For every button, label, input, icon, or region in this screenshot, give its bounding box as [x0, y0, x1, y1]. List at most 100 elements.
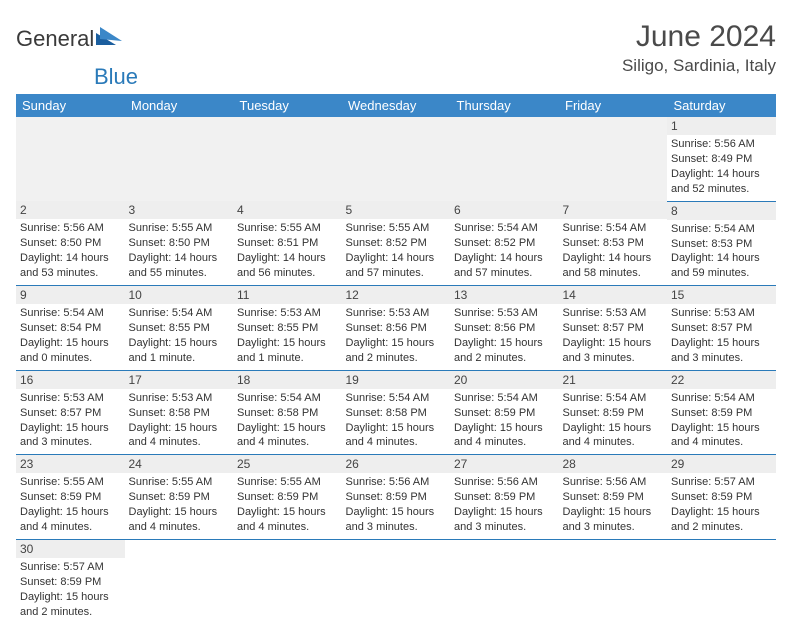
day-number: 14: [559, 286, 668, 304]
calendar-day-cell: [233, 117, 342, 201]
day-number: 18: [233, 371, 342, 389]
day-number: 10: [125, 286, 234, 304]
day-number: 5: [342, 201, 451, 219]
day-details: Sunrise: 5:54 AMSunset: 8:59 PMDaylight:…: [671, 391, 772, 450]
day-details: Sunrise: 5:54 AMSunset: 8:53 PMDaylight:…: [563, 221, 664, 280]
calendar-day-cell: 24 Sunrise: 5:55 AMSunset: 8:59 PMDayligh…: [125, 455, 234, 540]
day-details: Sunrise: 5:54 AMSunset: 8:55 PMDaylight:…: [129, 306, 230, 365]
calendar-day-cell: [559, 539, 668, 623]
calendar-day-cell: 6 Sunrise: 5:54 AMSunset: 8:52 PMDaylight…: [450, 201, 559, 286]
day-details: Sunrise: 5:57 AMSunset: 8:59 PMDaylight:…: [20, 560, 121, 619]
calendar-week-row: 30 Sunrise: 5:57 AMSunset: 8:59 PMDayligh…: [16, 539, 776, 623]
calendar-day-cell: 19Sunrise: 5:54 AMSunset: 8:58 PMDayligh…: [342, 370, 451, 455]
day-number: 29: [667, 455, 776, 473]
day-number: 23: [16, 455, 125, 473]
day-details: Sunrise: 5:54 AMSunset: 8:58 PMDaylight:…: [237, 391, 338, 450]
day-number: 15: [667, 286, 776, 304]
day-number: 21: [559, 371, 668, 389]
calendar-day-cell: 9 Sunrise: 5:54 AMSunset: 8:54 PMDaylight…: [16, 286, 125, 371]
calendar-day-cell: [125, 539, 234, 623]
calendar-week-row: 23Sunrise: 5:55 AMSunset: 8:59 PMDayligh…: [16, 455, 776, 540]
calendar-day-cell: 12 Sunrise: 5:53 AMSunset: 8:56 PMDayligh…: [342, 286, 451, 371]
day-details: Sunrise: 5:57 AMSunset: 8:59 PMDaylight:…: [671, 475, 772, 534]
logo-text-general: General: [16, 26, 94, 52]
calendar-week-row: 9 Sunrise: 5:54 AMSunset: 8:54 PMDaylight…: [16, 286, 776, 371]
calendar-week-row: 16Sunrise: 5:53 AMSunset: 8:57 PMDayligh…: [16, 370, 776, 455]
weekday-header: Wednesday: [342, 94, 451, 117]
calendar-day-cell: [667, 539, 776, 623]
day-details: Sunrise: 5:56 AMSunset: 8:50 PMDaylight:…: [20, 221, 121, 280]
calendar-day-cell: 3 Sunrise: 5:55 AMSunset: 8:50 PMDaylight…: [125, 201, 234, 286]
day-details: Sunrise: 5:55 AMSunset: 8:59 PMDaylight:…: [20, 475, 121, 534]
calendar-day-cell: 8Sunrise: 5:54 AMSunset: 8:53 PMDaylight…: [667, 201, 776, 286]
day-details: Sunrise: 5:55 AMSunset: 8:59 PMDaylight:…: [237, 475, 338, 534]
calendar-week-row: 2Sunrise: 5:56 AMSunset: 8:50 PMDaylight…: [16, 201, 776, 286]
day-number: 27: [450, 455, 559, 473]
calendar-day-cell: [342, 539, 451, 623]
calendar-day-cell: 15 Sunrise: 5:53 AMSunset: 8:57 PMDayligh…: [667, 286, 776, 371]
calendar-day-cell: [559, 117, 668, 201]
calendar-day-cell: 14 Sunrise: 5:53 AMSunset: 8:57 PMDayligh…: [559, 286, 668, 371]
weekday-header: Thursday: [450, 94, 559, 117]
calendar-day-cell: 30 Sunrise: 5:57 AMSunset: 8:59 PMDayligh…: [16, 539, 125, 623]
calendar-day-cell: 5Sunrise: 5:55 AMSunset: 8:52 PMDaylight…: [342, 201, 451, 286]
day-number: 4: [233, 201, 342, 219]
calendar-day-cell: 29 Sunrise: 5:57 AMSunset: 8:59 PMDayligh…: [667, 455, 776, 540]
calendar-day-cell: 18 Sunrise: 5:54 AMSunset: 8:58 PMDayligh…: [233, 370, 342, 455]
calendar-day-cell: 16Sunrise: 5:53 AMSunset: 8:57 PMDayligh…: [16, 370, 125, 455]
calendar-day-cell: 25 Sunrise: 5:55 AMSunset: 8:59 PMDayligh…: [233, 455, 342, 540]
day-number: 30: [16, 540, 125, 558]
day-number: 7: [559, 201, 668, 219]
calendar-day-cell: 27Sunrise: 5:56 AMSunset: 8:59 PMDayligh…: [450, 455, 559, 540]
calendar-day-cell: 2Sunrise: 5:56 AMSunset: 8:50 PMDaylight…: [16, 201, 125, 286]
day-number: 26: [342, 455, 451, 473]
day-details: Sunrise: 5:54 AMSunset: 8:59 PMDaylight:…: [563, 391, 664, 450]
day-details: Sunrise: 5:56 AMSunset: 8:59 PMDaylight:…: [563, 475, 664, 534]
day-details: Sunrise: 5:54 AMSunset: 8:52 PMDaylight:…: [454, 221, 555, 280]
calendar-day-cell: 26 Sunrise: 5:56 AMSunset: 8:59 PMDayligh…: [342, 455, 451, 540]
day-number: 13: [450, 286, 559, 304]
day-details: Sunrise: 5:53 AMSunset: 8:56 PMDaylight:…: [346, 306, 447, 365]
weekday-header: Tuesday: [233, 94, 342, 117]
day-number: 28: [559, 455, 668, 473]
calendar-day-cell: 23 Sunrise: 5:55 AMSunset: 8:59 PMDayligh…: [16, 455, 125, 540]
calendar-day-cell: [233, 539, 342, 623]
calendar-day-cell: 17 Sunrise: 5:53 AMSunset: 8:58 PMDayligh…: [125, 370, 234, 455]
day-details: Sunrise: 5:53 AMSunset: 8:58 PMDaylight:…: [129, 391, 230, 450]
day-details: Sunrise: 5:53 AMSunset: 8:55 PMDaylight:…: [237, 306, 338, 365]
day-details: Sunrise: 5:56 AMSunset: 8:49 PMDaylight:…: [671, 137, 772, 196]
weekday-header: Saturday: [667, 94, 776, 117]
weekday-header: Sunday: [16, 94, 125, 117]
day-details: Sunrise: 5:55 AMSunset: 8:51 PMDaylight:…: [237, 221, 338, 280]
calendar-day-cell: 28 Sunrise: 5:56 AMSunset: 8:59 PMDayligh…: [559, 455, 668, 540]
calendar-day-cell: 1 Sunrise: 5:56 AMSunset: 8:49 PMDaylight…: [667, 117, 776, 201]
calendar-day-cell: 7 Sunrise: 5:54 AMSunset: 8:53 PMDaylight…: [559, 201, 668, 286]
day-details: Sunrise: 5:53 AMSunset: 8:56 PMDaylight:…: [454, 306, 555, 365]
logo-triangle-icon: [96, 27, 122, 50]
day-number: 20: [450, 371, 559, 389]
calendar-day-cell: [16, 117, 125, 201]
day-details: Sunrise: 5:53 AMSunset: 8:57 PMDaylight:…: [671, 306, 772, 365]
calendar-day-cell: 21 Sunrise: 5:54 AMSunset: 8:59 PMDayligh…: [559, 370, 668, 455]
day-number: 25: [233, 455, 342, 473]
day-number: 12: [342, 286, 451, 304]
calendar-day-cell: [125, 117, 234, 201]
day-number: 24: [125, 455, 234, 473]
day-number: 17: [125, 371, 234, 389]
day-details: Sunrise: 5:54 AMSunset: 8:58 PMDaylight:…: [346, 391, 447, 450]
month-title: June 2024: [622, 20, 776, 54]
day-details: Sunrise: 5:55 AMSunset: 8:50 PMDaylight:…: [129, 221, 230, 280]
day-number: 1: [667, 117, 776, 135]
day-details: Sunrise: 5:54 AMSunset: 8:59 PMDaylight:…: [454, 391, 555, 450]
day-details: Sunrise: 5:54 AMSunset: 8:54 PMDaylight:…: [20, 306, 121, 365]
day-details: Sunrise: 5:56 AMSunset: 8:59 PMDaylight:…: [346, 475, 447, 534]
day-number: 3: [125, 201, 234, 219]
day-number: 9: [16, 286, 125, 304]
calendar-day-cell: 4 Sunrise: 5:55 AMSunset: 8:51 PMDaylight…: [233, 201, 342, 286]
calendar-table: Sunday Monday Tuesday Wednesday Thursday…: [16, 94, 776, 623]
day-details: Sunrise: 5:55 AMSunset: 8:59 PMDaylight:…: [129, 475, 230, 534]
day-details: Sunrise: 5:53 AMSunset: 8:57 PMDaylight:…: [563, 306, 664, 365]
weekday-header: Friday: [559, 94, 668, 117]
calendar-day-cell: 22Sunrise: 5:54 AMSunset: 8:59 PMDayligh…: [667, 370, 776, 455]
day-number: 6: [450, 201, 559, 219]
